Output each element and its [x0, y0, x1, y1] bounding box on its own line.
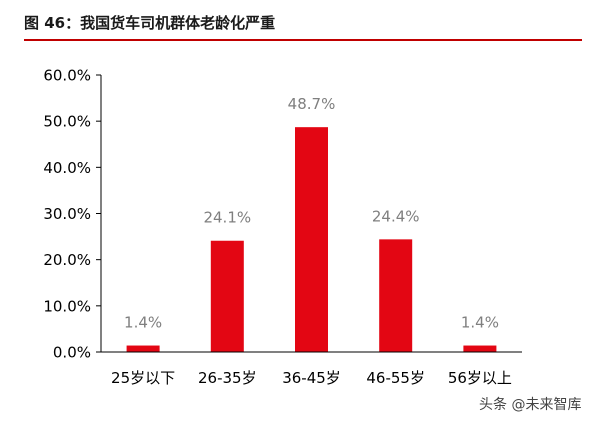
title-rule	[24, 39, 582, 41]
x-tick-label: 36-45岁	[282, 369, 341, 387]
bars	[126, 127, 497, 352]
bar	[210, 240, 244, 352]
x-axis-labels: 25岁以下 26-35岁 36-45岁 46-55岁 56岁以上	[111, 369, 512, 387]
data-label: 24.1%	[203, 209, 251, 227]
bar	[126, 345, 160, 352]
y-tick-label: 20.0%	[43, 251, 91, 269]
data-label: 24.4%	[372, 207, 420, 225]
bar	[295, 127, 328, 352]
data-label: 1.4%	[461, 314, 499, 332]
data-label: 48.7%	[288, 95, 336, 113]
data-label: 1.4%	[124, 314, 162, 332]
figure-title: 图 46：我国货车司机群体老龄化严重	[24, 14, 276, 32]
bar	[463, 345, 497, 352]
y-tick-label: 10.0%	[43, 297, 91, 315]
bar	[379, 239, 413, 352]
y-tick-label: 60.0%	[43, 67, 91, 85]
y-tick-label: 50.0%	[43, 113, 91, 131]
x-tick-label: 56岁以上	[448, 369, 512, 387]
watermark: 头条 @未来智库	[479, 397, 582, 413]
y-tick-label: 40.0%	[43, 159, 91, 177]
x-tick-label: 25岁以下	[111, 369, 175, 387]
y-tick-label: 30.0%	[43, 205, 91, 223]
x-tick-label: 26-35岁	[198, 369, 257, 387]
x-tick-label: 46-55岁	[366, 369, 425, 387]
y-tick-label: 0.0%	[53, 344, 91, 362]
data-labels: 1.4% 24.1% 48.7% 24.4% 1.4%	[124, 95, 499, 331]
y-axis-ticks: 0.0% 10.0% 20.0% 30.0% 40.0% 50.0% 60.0%	[43, 67, 101, 362]
